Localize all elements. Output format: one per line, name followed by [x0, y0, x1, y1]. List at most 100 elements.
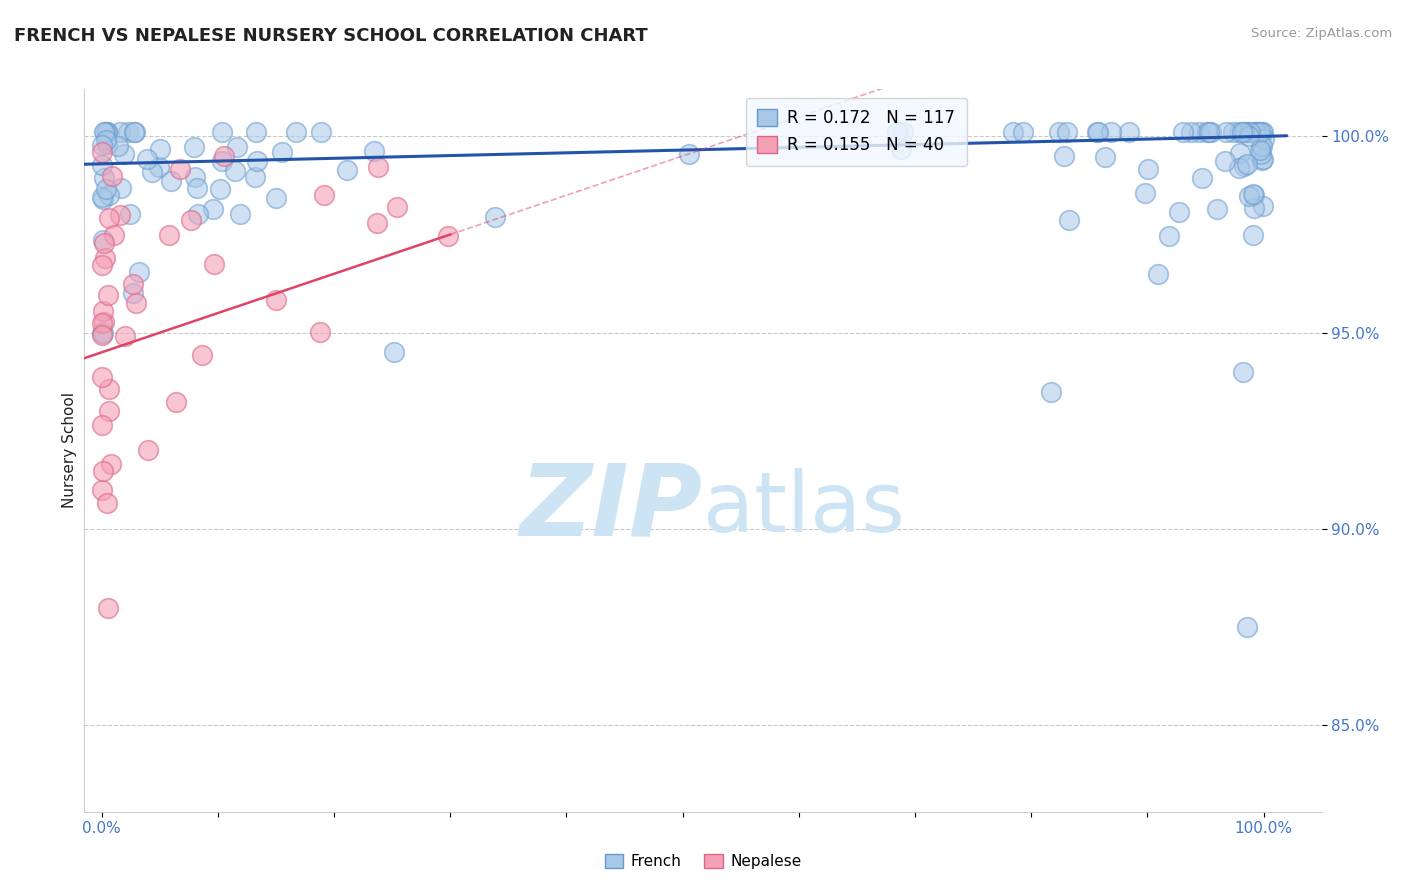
Point	[1233, 125, 1256, 139]
Point	[191, 348, 214, 362]
Point	[211, 125, 233, 139]
Point	[1047, 125, 1070, 139]
Point	[169, 161, 191, 176]
Point	[1197, 125, 1219, 139]
Point	[91, 326, 114, 340]
Point	[202, 257, 225, 271]
Point	[266, 190, 288, 204]
Point	[98, 211, 121, 225]
Point	[93, 125, 115, 139]
Point	[96, 125, 118, 139]
Point	[890, 142, 912, 156]
Point	[1099, 125, 1122, 139]
Point	[1135, 186, 1157, 200]
Point	[1198, 125, 1220, 139]
Point	[122, 125, 145, 139]
Point	[110, 181, 132, 195]
Point	[90, 258, 112, 272]
Point	[891, 125, 914, 139]
Point	[90, 316, 112, 330]
Point	[1244, 125, 1267, 139]
Point	[91, 192, 114, 206]
Point	[1243, 187, 1265, 202]
Point	[136, 443, 159, 458]
Point	[1230, 125, 1253, 139]
Point	[1244, 125, 1267, 139]
Text: FRENCH VS NEPALESE NURSERY SCHOOL CORRELATION CHART: FRENCH VS NEPALESE NURSERY SCHOOL CORREL…	[14, 27, 648, 45]
Point	[100, 457, 122, 471]
Point	[103, 227, 125, 242]
Point	[90, 158, 112, 172]
Point	[1146, 267, 1168, 281]
Point	[1236, 620, 1258, 634]
Point	[1251, 125, 1274, 139]
Point	[1229, 146, 1251, 161]
Point	[1243, 201, 1265, 215]
Point	[678, 147, 700, 161]
Point	[1094, 150, 1116, 164]
Point	[367, 160, 389, 174]
Point	[128, 265, 150, 279]
Point	[1227, 161, 1250, 175]
Point	[98, 382, 121, 396]
Point	[114, 328, 136, 343]
Point	[108, 208, 131, 222]
Y-axis label: Nursery School: Nursery School	[62, 392, 77, 508]
Point	[94, 182, 117, 196]
Point	[1188, 125, 1211, 139]
Point	[226, 140, 249, 154]
Point	[97, 288, 120, 302]
Legend: R = 0.172   N = 117, R = 0.155   N = 40: R = 0.172 N = 117, R = 0.155 N = 40	[745, 97, 967, 166]
Point	[120, 206, 142, 220]
Point	[90, 138, 112, 153]
Point	[90, 370, 112, 384]
Point	[165, 394, 187, 409]
Point	[90, 328, 112, 343]
Point	[1191, 171, 1213, 186]
Point	[1250, 125, 1272, 139]
Point	[96, 137, 118, 152]
Point	[1251, 138, 1274, 153]
Point	[101, 169, 124, 183]
Point	[271, 145, 294, 159]
Point	[112, 147, 135, 161]
Point	[201, 202, 224, 216]
Point	[436, 229, 458, 244]
Point	[1056, 125, 1078, 139]
Point	[308, 325, 330, 339]
Point	[1227, 125, 1250, 139]
Text: atlas: atlas	[703, 467, 904, 549]
Point	[186, 181, 208, 195]
Point	[97, 600, 120, 615]
Point	[224, 163, 246, 178]
Point	[1249, 125, 1271, 139]
Point	[98, 404, 121, 418]
Point	[1215, 125, 1237, 139]
Point	[91, 326, 114, 340]
Point	[1241, 227, 1264, 242]
Point	[1239, 125, 1261, 139]
Point	[1251, 199, 1274, 213]
Point	[94, 251, 117, 265]
Point	[91, 233, 114, 247]
Point	[90, 145, 112, 159]
Point	[1118, 125, 1140, 139]
Point	[124, 125, 146, 139]
Point	[1136, 162, 1159, 177]
Point	[1253, 132, 1275, 146]
Point	[93, 315, 115, 329]
Point	[243, 169, 266, 184]
Point	[1237, 189, 1260, 203]
Point	[1250, 147, 1272, 161]
Point	[209, 182, 232, 196]
Point	[1250, 139, 1272, 153]
Point	[245, 125, 267, 139]
Point	[121, 286, 143, 301]
Point	[1173, 125, 1195, 139]
Point	[1249, 143, 1271, 157]
Point	[1233, 159, 1256, 173]
Point	[187, 207, 209, 221]
Point	[98, 188, 121, 202]
Point	[1057, 212, 1080, 227]
Point	[886, 125, 908, 139]
